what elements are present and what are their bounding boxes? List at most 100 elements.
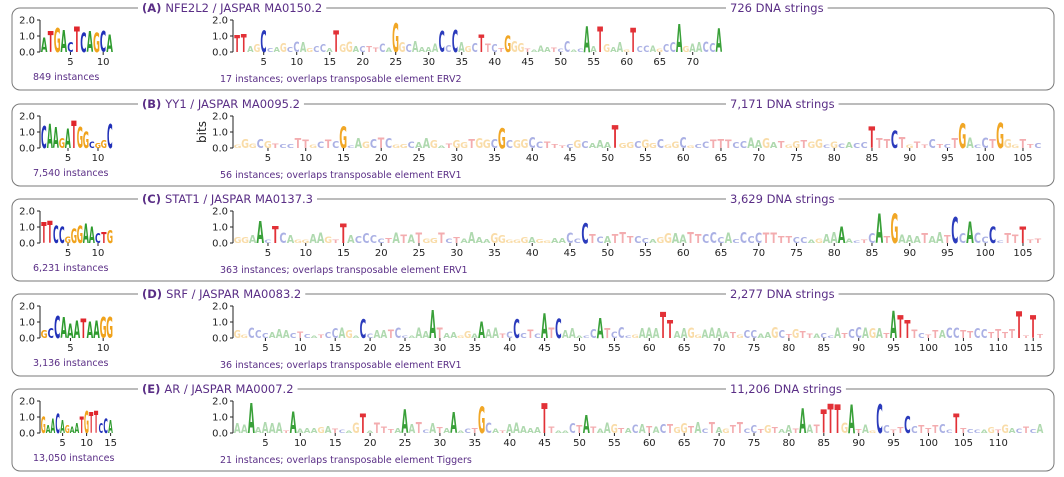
motif-instances: 13,050 instances	[33, 453, 115, 464]
element-letter: C	[868, 230, 875, 246]
element-x-tick: 65	[653, 57, 666, 68]
element-letter: T	[541, 396, 547, 444]
element-y-tick: 2.0	[212, 302, 228, 313]
motif-letter: C	[53, 221, 59, 249]
element-letter: G	[736, 334, 744, 339]
element-letter: A	[262, 418, 269, 436]
element-x-tick: 5	[262, 438, 268, 449]
element-x-tick: 20	[375, 248, 388, 259]
element-letter: T	[360, 409, 366, 440]
element-letter: C	[528, 134, 535, 152]
panel-title: (B) YY1 / JASPAR MA0095.2	[138, 96, 304, 112]
element-letter: T	[1037, 333, 1044, 340]
element-letter: C	[611, 331, 618, 341]
element-letter: C	[989, 223, 996, 249]
element-letter: C	[642, 236, 649, 244]
element-letter: C	[293, 39, 299, 56]
element-letter: T	[373, 46, 379, 53]
element-x-tick: 65	[678, 343, 691, 354]
element-letter: C	[248, 325, 255, 342]
element-letter: T	[551, 46, 557, 54]
element-letter: A	[419, 46, 426, 54]
element-letter: G	[309, 144, 317, 149]
element-letter: C	[362, 230, 369, 246]
element-letter: C	[464, 428, 471, 435]
element-y-tick: 1.0	[212, 32, 228, 43]
element-letter: T	[332, 427, 339, 434]
element-y-tick: 0.0	[212, 144, 228, 155]
element-x-tick: 30	[450, 248, 463, 259]
element-letter: T	[667, 317, 673, 345]
element-letter: A	[936, 230, 944, 248]
motif-y-tick: 2.0	[19, 16, 35, 27]
motif-letter: T	[47, 216, 53, 252]
element-letter: G	[517, 40, 524, 55]
element-x-tick: 100	[976, 248, 995, 259]
panel-title-text: SRF / JASPAR MA0083.2	[166, 287, 301, 301]
element-x-tick: 95	[887, 343, 900, 354]
element-letter: T	[884, 137, 891, 152]
motif-letter: G	[41, 329, 48, 341]
element-letter: G	[241, 335, 249, 340]
element-letter: G	[631, 334, 639, 339]
element-letter: T	[340, 219, 347, 250]
element-letter: A	[460, 238, 469, 244]
element-letter: A	[562, 430, 570, 434]
element-letter: A	[722, 331, 729, 341]
element-x-tick: 50	[573, 343, 586, 354]
motif-letter: A	[89, 223, 95, 248]
panel-title: (D) SRF / JASPAR MA0083.2	[138, 286, 306, 302]
element-x-tick: 110	[989, 343, 1008, 354]
element-x-tick: 75	[748, 343, 761, 354]
element-letter: C	[710, 229, 717, 247]
element-letter: G	[722, 427, 729, 434]
element-x-tick: 15	[329, 438, 342, 449]
element-letter: A	[838, 223, 846, 249]
element-letter: C	[596, 235, 603, 246]
element-letter: T	[437, 426, 443, 435]
element-letter: A	[597, 312, 604, 344]
element-letter: A	[569, 326, 576, 341]
svg-text:(E) AR / JASPAR MA0007.2: (E) AR / JASPAR MA0007.2	[142, 382, 294, 396]
element-letter: C	[445, 238, 452, 244]
element-letter: G	[490, 231, 498, 247]
element-letter: G	[611, 421, 618, 436]
panel-e: (E) AR / JASPAR MA0007.2 11,206 DNA strin…	[11, 381, 1055, 472]
panel-title-text: YY1 / JASPAR MA0095.2	[164, 97, 300, 111]
element-letter: G	[317, 426, 325, 435]
element-letter: A	[757, 332, 764, 339]
element-letter: C	[755, 230, 762, 246]
element-letter: A	[639, 326, 646, 341]
element-letter: C	[967, 428, 974, 434]
motif-x-tick: 10	[97, 343, 110, 354]
element-letter: A	[492, 325, 499, 342]
element-letter: C	[566, 230, 573, 246]
element-letter: C	[820, 332, 827, 340]
element-letter: T	[925, 427, 932, 435]
element-letter: C	[262, 331, 269, 340]
element-letter: A	[981, 429, 989, 434]
element-letter: G	[1004, 137, 1012, 152]
element-letter: T	[855, 428, 861, 434]
element-letter: T	[687, 229, 694, 247]
element-letter: G	[498, 123, 506, 155]
element-letter: T	[835, 396, 841, 443]
element-x-tick: 40	[503, 343, 516, 354]
element-letter: T	[385, 237, 392, 246]
element-letter: T	[272, 143, 279, 150]
motif-letter: C	[80, 28, 86, 59]
element-letter: T	[730, 424, 737, 436]
element-x-tick: 25	[413, 248, 426, 259]
element-letter: T	[814, 424, 820, 436]
element-x-tick: 45	[564, 248, 577, 259]
element-letter: A	[696, 39, 703, 56]
element-x-tick: 95	[941, 153, 954, 164]
element-letter: A	[913, 235, 921, 246]
element-letter: G	[958, 117, 966, 156]
element-x-tick: 55	[639, 248, 652, 259]
element-letter: G	[906, 144, 914, 149]
panel-c: (C) STAT1 / JASPAR MA0137.3 3,629 DNA str…	[11, 191, 1055, 282]
element-x-tick: 65	[715, 248, 728, 259]
motif-letter: G	[101, 139, 108, 152]
